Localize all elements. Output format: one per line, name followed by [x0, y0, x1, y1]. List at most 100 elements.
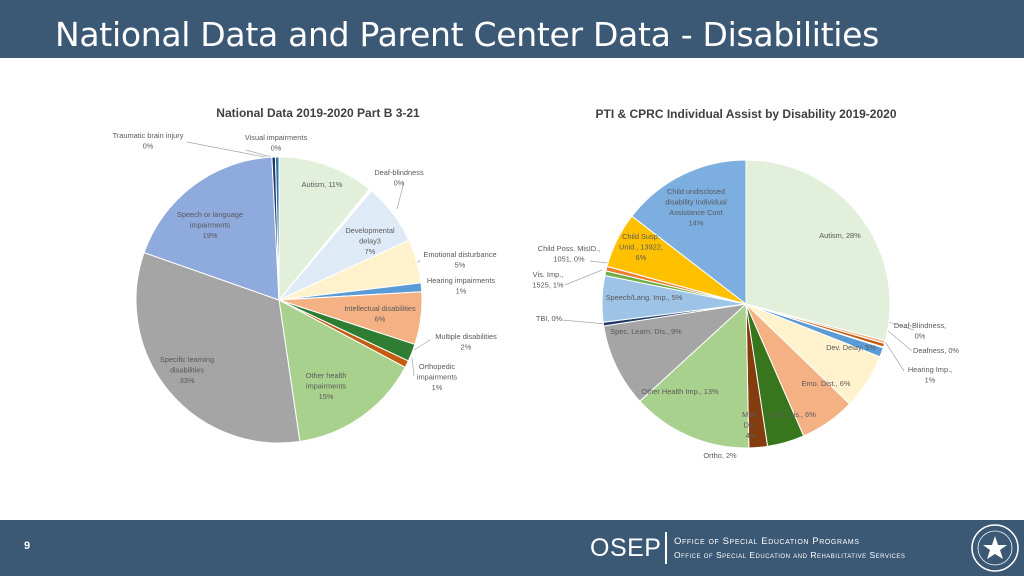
national-label-multiple-disabilities: Multiple disabilities 2% — [435, 332, 497, 352]
national-label-line: 6% — [375, 315, 386, 324]
pti-label-line: Dis., — [744, 421, 759, 430]
national-label-line: Developmental — [345, 226, 395, 235]
national-label-autism: Autism, 11% — [302, 180, 343, 189]
pti-label-line: Speech/Lang. Imp., 5% — [606, 293, 683, 302]
national-chart-title: National Data 2019-2020 Part B 3-21 — [216, 106, 420, 120]
national-label-line: Emotional disturbance — [423, 250, 496, 259]
national-leader-multiple-disabilities — [414, 340, 430, 350]
pti-label-speech-lang-imp: Speech/Lang. Imp., 5% — [606, 293, 683, 302]
pti-label-child-poss-misid: Child Poss. MisID., 1051, 0% — [538, 244, 600, 264]
national-label-line: disabilities — [170, 366, 204, 375]
pti-label-line: Hearing Imp., — [908, 365, 952, 374]
pti-label-line: 1% — [925, 376, 936, 385]
pti-leader-tbi — [562, 320, 606, 324]
pti-label-hearing-imp: Hearing Imp., 1% — [908, 365, 952, 385]
pti-label-spec-learn-dis: Spec. Learn. Dis., 9% — [610, 327, 682, 336]
pti-leader-deafness — [887, 330, 912, 351]
pti-label-deaf-blindness: Deaf-Blindness, 0% — [894, 321, 946, 341]
charts-area: National Data 2019-2020 Part B 3-21 PTI … — [0, 58, 1024, 520]
pti-label-line: Ortho, 2% — [703, 451, 737, 460]
national-label-line: Deaf-blindness — [374, 168, 424, 177]
national-label-line: 19% — [203, 231, 218, 240]
pti-label-line: 1525, 1% — [532, 281, 564, 290]
national-label-line: Orthopedic — [419, 362, 455, 371]
pti-label-line: 1051, 0% — [553, 255, 585, 264]
national-label-line: 1% — [456, 287, 467, 296]
pti-label-line: 6% — [636, 253, 647, 262]
national-label-line: 15% — [319, 392, 334, 401]
pti-label-line: Unid., 13922, — [619, 243, 663, 252]
pti-label-line: Deafness, 0% — [913, 346, 959, 355]
national-label-hearing-impairments: Hearing impairments 1% — [427, 276, 495, 296]
pti-label-line: TBI, 0% — [536, 314, 563, 323]
pti-label-line: disability Individual — [665, 198, 727, 207]
pti-label-deafness: Deafness, 0% — [913, 346, 959, 355]
national-label-line: 1% — [432, 383, 443, 392]
national-label-line: impairments — [417, 373, 458, 382]
national-label-line: Autism, 11% — [302, 180, 343, 189]
pti-label-line: Child Poss. MisID., — [538, 244, 600, 253]
national-label-line: 0% — [271, 144, 282, 153]
pti-label-line: Dev. Delay, 5% — [826, 343, 876, 352]
national-label-line: impairments — [306, 382, 347, 391]
pti-pie — [602, 160, 890, 448]
national-label-traumatic-brain-injury: Traumatic brain injury 0% — [113, 131, 184, 151]
pti-label-line: Spec. Learn. Dis., 9% — [610, 327, 682, 336]
national-label-line: Multiple disabilities — [435, 332, 497, 341]
national-label-line: impairments — [190, 221, 231, 230]
pti-label-line: Child undisclosed — [667, 187, 725, 196]
osep-logo: OSEP — [590, 534, 661, 563]
footer: 9 OSEP Office of Special Education Progr… — [0, 520, 1024, 576]
office-name: Office of Special Education Programs — [674, 536, 860, 547]
pti-label-line: Autism, 28% — [819, 231, 861, 240]
pti-label-tbi: TBI, 0% — [536, 314, 563, 323]
department-seal-icon — [970, 523, 1020, 573]
national-label-line: 7% — [365, 247, 376, 256]
national-label-line: Speech or language — [177, 210, 243, 219]
pti-label-line: Deaf-Blindness, — [894, 321, 946, 330]
pti-label-autism: Autism, 28% — [819, 231, 861, 240]
pti-label-line: Intel. Dis., 6% — [770, 410, 816, 419]
pti-leader-hearing-imp — [884, 340, 904, 371]
pti-label-line: Vis. Imp., — [533, 270, 564, 279]
pti-label-intel-dis: Intel. Dis., 6% — [770, 410, 816, 419]
national-label-line: 0% — [394, 179, 405, 188]
national-leader-traumatic-brain-injury — [187, 142, 275, 159]
pti-leader-vis-imp — [565, 270, 602, 285]
pti-label-line: Emo. Dist., 6% — [802, 379, 851, 388]
pti-label-other-health-imp: Other Health Imp., 13% — [641, 387, 719, 396]
national-label-line: 5% — [455, 261, 466, 270]
national-pie — [136, 157, 422, 443]
pti-label-vis-imp: Vis. Imp., 1525, 1% — [532, 270, 564, 290]
pti-label-dev-delay: Dev. Delay, 5% — [826, 343, 876, 352]
page-title: National Data and Parent Center Data - D… — [55, 16, 879, 54]
national-label-line: Other health — [306, 371, 347, 380]
national-label-line: Hearing impairments — [427, 276, 495, 285]
pti-label-line: Assistance Cont — [669, 208, 722, 217]
national-label-line: Specific learning — [160, 355, 214, 364]
national-label-visual-impairments: Visual impairments 0% — [245, 133, 308, 153]
pti-label-ortho: Ortho, 2% — [703, 451, 737, 460]
logo-divider — [665, 532, 667, 564]
national-label-deaf-blindness: Deaf-blindness 0% — [374, 168, 424, 188]
slide-number: 9 — [24, 540, 30, 552]
national-label-line: Traumatic brain injury — [113, 131, 184, 140]
national-label-line: 33% — [180, 376, 195, 385]
title-bar: National Data and Parent Center Data - D… — [0, 0, 1024, 58]
national-label-line: delay3 — [359, 237, 381, 246]
national-label-line: Intellectual disabilities — [344, 304, 416, 313]
pti-label-line: 4% — [746, 431, 757, 440]
national-label-orthopedic-impairments: Orthopedic impairments 1% — [417, 362, 458, 392]
pti-label-line: Other Health Imp., 13% — [641, 387, 719, 396]
pti-chart-title: PTI & CPRC Individual Assist by Disabili… — [596, 107, 897, 121]
national-label-emotional-disturbance: Emotional disturbance 5% — [423, 250, 496, 270]
pti-label-line: 14% — [689, 219, 704, 228]
pti-label-line: Child Susp. — [622, 232, 660, 241]
national-label-line: Visual impairments — [245, 133, 308, 142]
national-label-line: 2% — [461, 343, 472, 352]
pti-leader-child-poss-misid — [590, 261, 608, 263]
national-leader-orthopedic-impairments — [412, 358, 414, 376]
office-subtitle: Office of Special Education and Rehabili… — [674, 550, 905, 560]
pti-label-line: Multi. — [742, 410, 760, 419]
pti-label-emo-dist: Emo. Dist., 6% — [802, 379, 851, 388]
